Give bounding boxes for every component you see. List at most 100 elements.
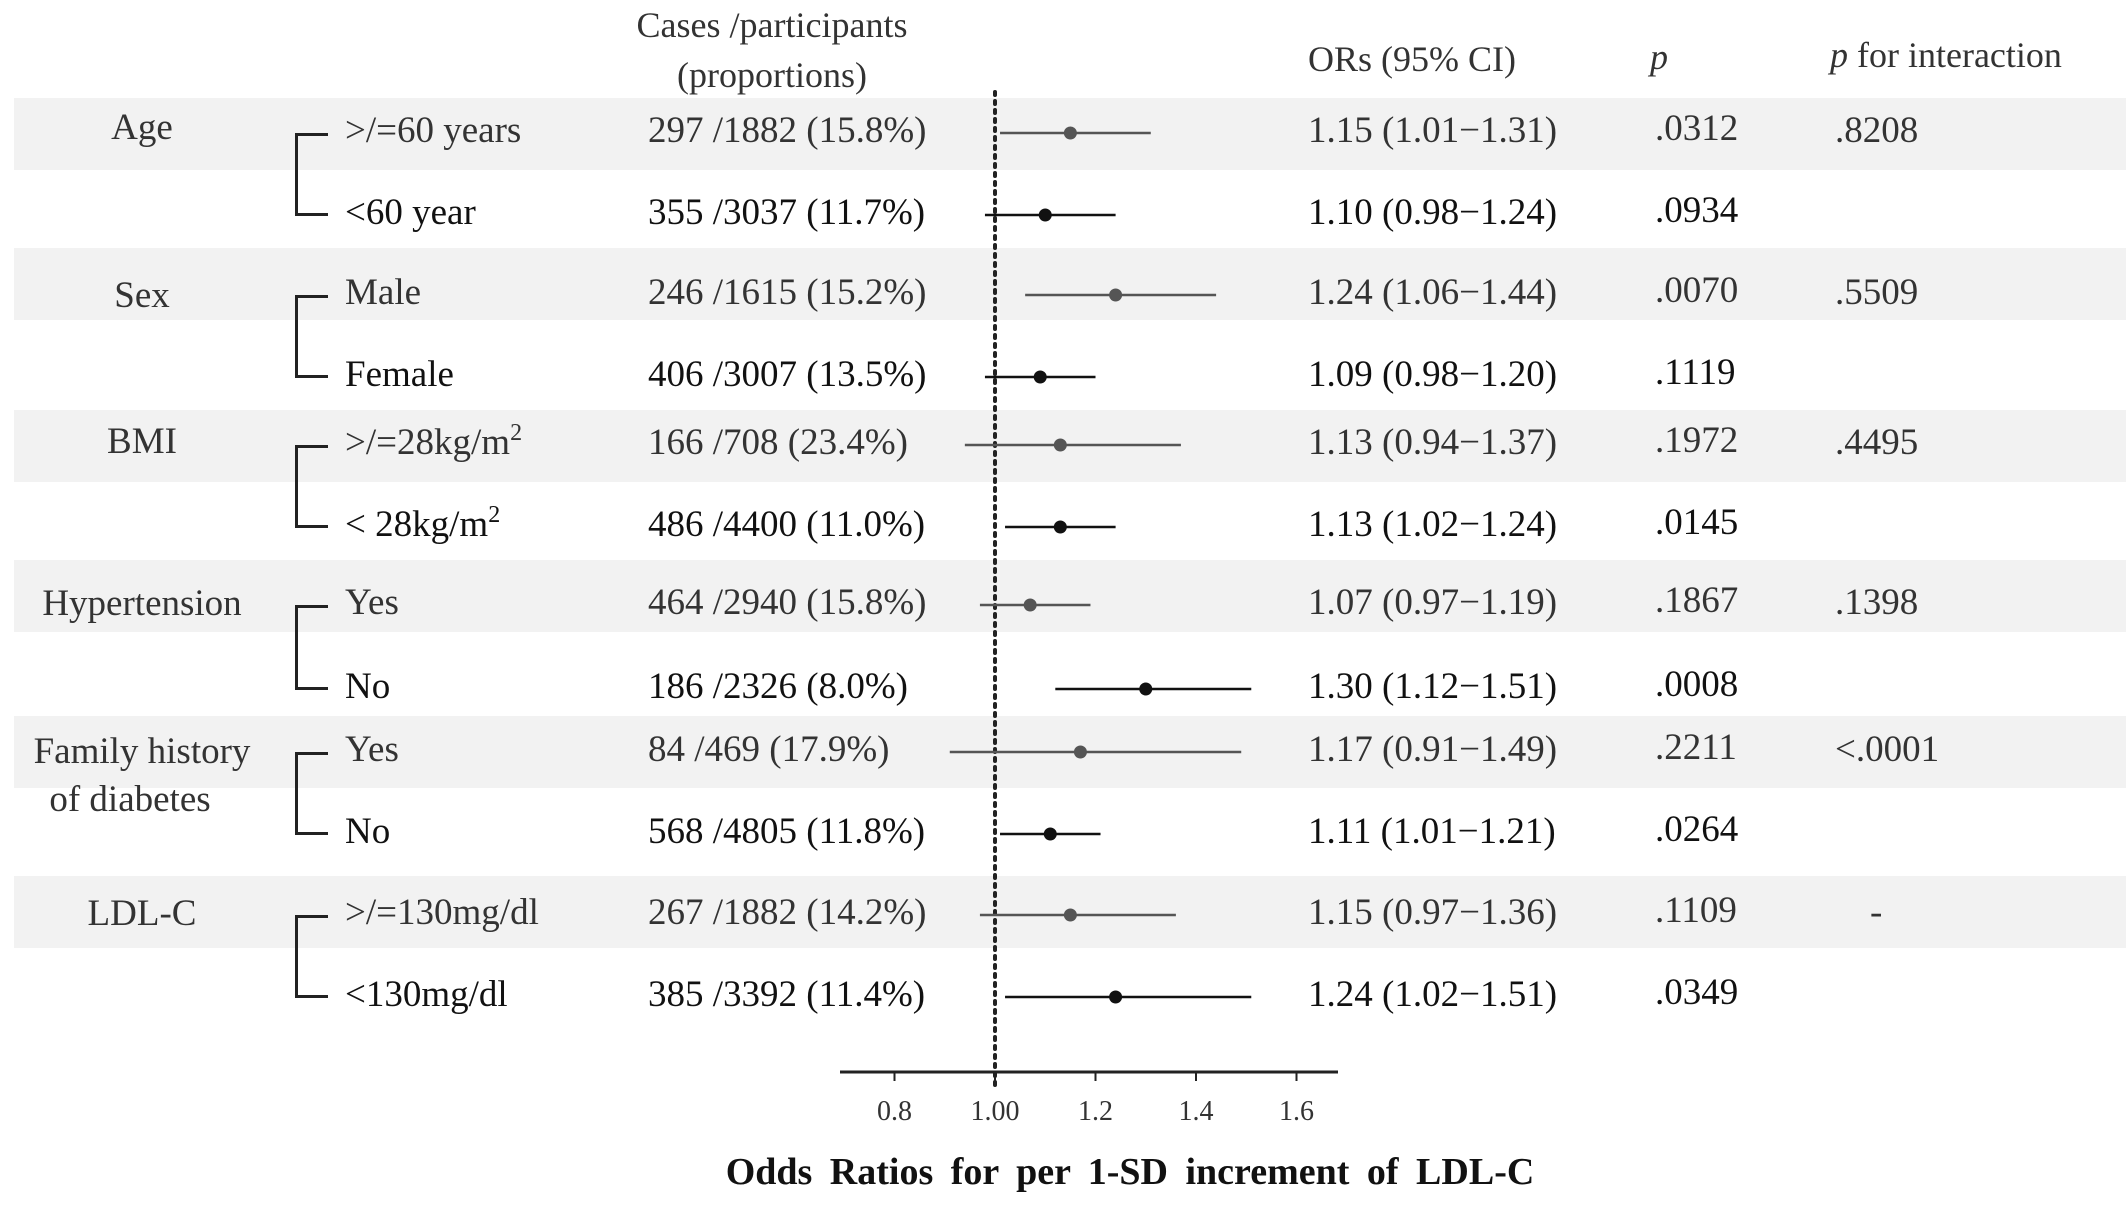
p-interaction-value: - (1870, 892, 1883, 933)
point-estimate (1043, 827, 1057, 841)
p-value: .0008 (1655, 664, 1739, 705)
p-value: .1109 (1655, 890, 1737, 931)
subgroup-bracket (295, 445, 328, 528)
or-ci-value: 1.13 (0.94−1.37) (1308, 422, 1558, 463)
cases-value: 267 /1882 (14.2%) (648, 892, 927, 933)
p-value: .0312 (1655, 108, 1739, 149)
bracket-tick (295, 832, 328, 835)
x-tick-label: 1.4 (1179, 1096, 1214, 1127)
subgroup-label: Yes (345, 728, 399, 772)
p-interaction-value: <.0001 (1835, 729, 1940, 770)
subgroup-label-text: < 28kg/m (345, 504, 489, 545)
cases-value: 297 /1882 (15.8%) (648, 110, 927, 151)
cases-header: Cases /participants (proportions) (637, 0, 908, 100)
point-estimate (1053, 520, 1067, 534)
point-estimate (1139, 682, 1153, 696)
subgroup-label-text: Female (345, 354, 454, 395)
p-value: .0264 (1655, 809, 1739, 850)
subgroup-bracket (295, 605, 328, 690)
or-ci-value: 1.24 (1.06−1.44) (1308, 272, 1558, 313)
group-label: Sex (114, 275, 170, 316)
group-band (14, 248, 2126, 320)
cases-header-line1: Cases /participants (636, 5, 908, 45)
p-value: .0070 (1655, 270, 1739, 311)
point-estimate (1033, 370, 1047, 384)
bracket-tick (295, 213, 328, 216)
or-ci-value: 1.07 (0.97−1.19) (1308, 582, 1558, 623)
or-ci-value: 1.24 (1.02−1.51) (1308, 974, 1558, 1015)
cases-value: 568 /4805 (11.8%) (648, 811, 926, 852)
group-band (14, 560, 2126, 632)
or-ci-value: 1.17 (0.91−1.49) (1308, 729, 1558, 770)
p-value: .0349 (1655, 972, 1739, 1013)
subgroup-label: >/=130mg/dl (345, 891, 539, 935)
subgroup-label-text: <130mg/dl (345, 974, 508, 1015)
cases-value: 246 /1615 (15.2%) (648, 272, 927, 313)
or-ci-value: 1.10 (0.98−1.24) (1308, 192, 1558, 233)
subgroup-label-text: <60 year (345, 192, 476, 233)
p-value: .1119 (1655, 352, 1736, 393)
bracket-tick (295, 915, 328, 918)
cases-value: 186 /2326 (8.0%) (648, 666, 908, 707)
p-interaction-header-italic: p (1830, 35, 1848, 75)
subgroup-label-text: >/=28kg/m (345, 422, 511, 463)
subgroup-label-superscript: 2 (488, 502, 501, 528)
cases-header-line2: (proportions) (677, 55, 867, 95)
subgroup-label: Yes (345, 581, 399, 625)
bracket-tick (295, 445, 328, 448)
point-estimate (1109, 288, 1123, 302)
subgroup-label: <60 year (345, 191, 476, 235)
x-tick-label: 1.2 (1078, 1096, 1113, 1127)
or-ci-value: 1.09 (0.98−1.20) (1308, 354, 1558, 395)
p-interaction-header-text: for interaction (1848, 35, 2062, 75)
p-value: .1972 (1655, 420, 1739, 461)
subgroup-label: No (345, 665, 390, 709)
p-interaction-value: .8208 (1835, 110, 1919, 151)
subgroup-label-text: Yes (345, 582, 399, 623)
subgroup-bracket (295, 133, 328, 216)
p-value: .0145 (1655, 502, 1739, 543)
subgroup-bracket (295, 752, 328, 835)
subgroup-label: < 28kg/m2 (345, 503, 500, 547)
bracket-tick (295, 133, 328, 136)
group-label: Family history (33, 731, 251, 772)
cases-value: 166 /708 (23.4%) (648, 422, 908, 463)
cases-value: 464 /2940 (15.8%) (648, 582, 927, 623)
subgroup-label-text: No (345, 811, 391, 852)
subgroup-label-text: No (345, 666, 391, 707)
cases-value: 385 /3392 (11.4%) (648, 974, 926, 1015)
subgroup-label-text: Male (345, 272, 422, 313)
subgroup-label-superscript: 2 (510, 420, 523, 446)
bracket-tick (295, 605, 328, 608)
or-ci-value: 1.15 (1.01−1.31) (1308, 110, 1558, 151)
subgroup-label: >/=60 years (345, 109, 521, 153)
point-estimate (1109, 990, 1123, 1004)
group-label: Age (111, 107, 173, 148)
p-interaction-value: .5509 (1835, 272, 1919, 313)
x-axis-label: Odds Ratios for per 1-SD increment of LD… (725, 1151, 1535, 1193)
x-tick-label: 1.6 (1279, 1096, 1314, 1127)
bracket-tick (295, 525, 328, 528)
p-value: .1867 (1655, 580, 1739, 621)
p-interaction-value: .4495 (1835, 422, 1919, 463)
bracket-tick (295, 752, 328, 755)
point-estimate (1038, 208, 1052, 222)
or-header: ORs (95% CI) (1308, 39, 1516, 79)
point-estimate (1053, 438, 1067, 452)
or-ci-value: 1.11 (1.01−1.21) (1308, 811, 1556, 852)
or-ci-value: 1.13 (1.02−1.24) (1308, 504, 1558, 545)
subgroup-label: Male (345, 271, 421, 315)
subgroup-bracket (295, 295, 328, 378)
subgroup-label: >/=28kg/m2 (345, 421, 522, 465)
subgroup-label: No (345, 810, 390, 854)
or-ci-value: 1.15 (0.97−1.36) (1308, 892, 1558, 933)
x-tick-label: 0.8 (877, 1096, 912, 1127)
point-estimate (1063, 126, 1077, 140)
bracket-tick (295, 687, 328, 690)
p-interaction-value: .1398 (1835, 582, 1919, 623)
bracket-tick (295, 295, 328, 298)
group-label: Hypertension (42, 583, 242, 624)
cases-value: 355 /3037 (11.7%) (648, 192, 926, 233)
group-label: LDL-C (87, 893, 197, 934)
